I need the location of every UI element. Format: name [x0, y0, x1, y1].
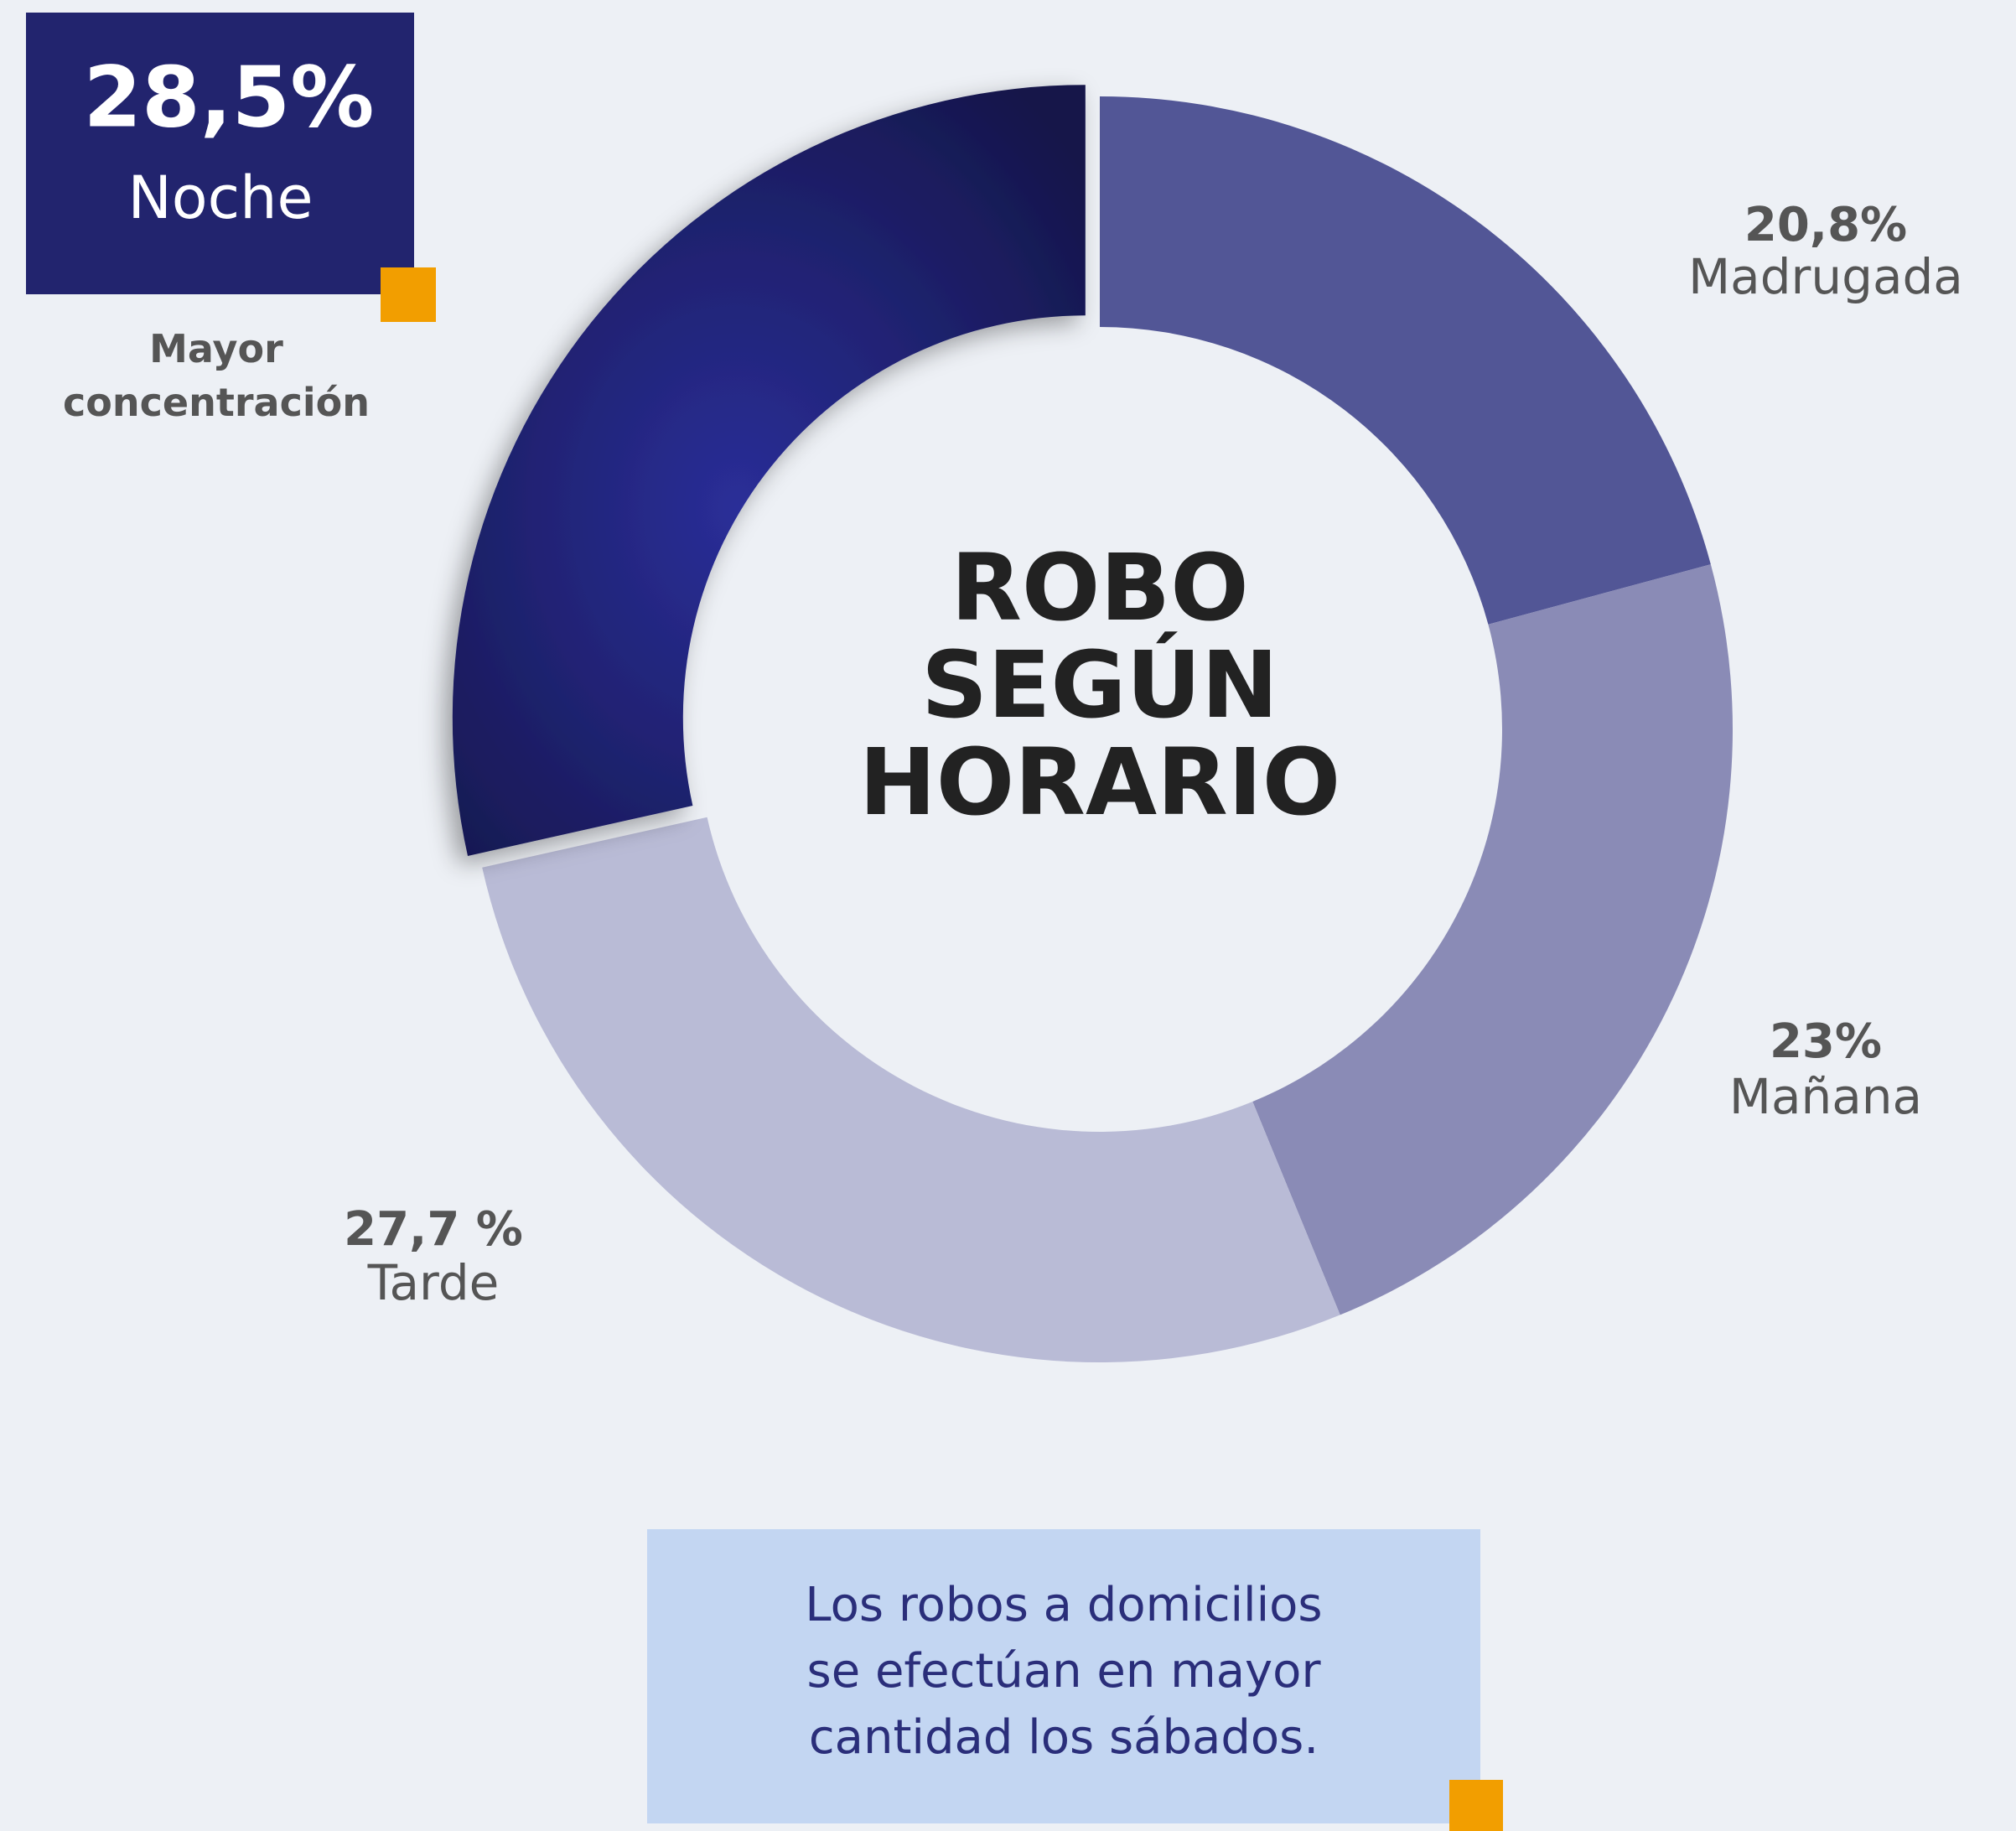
highlight-value: 28,5%: [84, 48, 375, 146]
category-label: Mañana: [1729, 1068, 1922, 1125]
donut-segment: [452, 85, 1086, 856]
annotation: Mayor concentración: [63, 326, 370, 425]
note: Los robos a domicilios se efectúan en may…: [805, 1578, 1322, 1765]
highlight-label: Noche: [127, 163, 313, 232]
highlight-box: [26, 13, 414, 294]
value-label: 27,7 %: [344, 1202, 523, 1257]
accent-square: [381, 267, 436, 322]
value-label: 23%: [1770, 1014, 1882, 1069]
category-label: Madrugada: [1688, 248, 1963, 305]
donut-segment: [1100, 96, 1711, 625]
donut-segment: [1252, 564, 1733, 1315]
note-box: [647, 1529, 1480, 1823]
chart-title: ROBO SEGÚN HORARIO: [859, 534, 1341, 836]
donut-segment: [482, 817, 1340, 1362]
accent-square: [1449, 1780, 1503, 1831]
value-label: 20,8%: [1744, 198, 1907, 252]
category-label: Tarde: [367, 1254, 500, 1311]
donut: [452, 85, 1733, 1362]
